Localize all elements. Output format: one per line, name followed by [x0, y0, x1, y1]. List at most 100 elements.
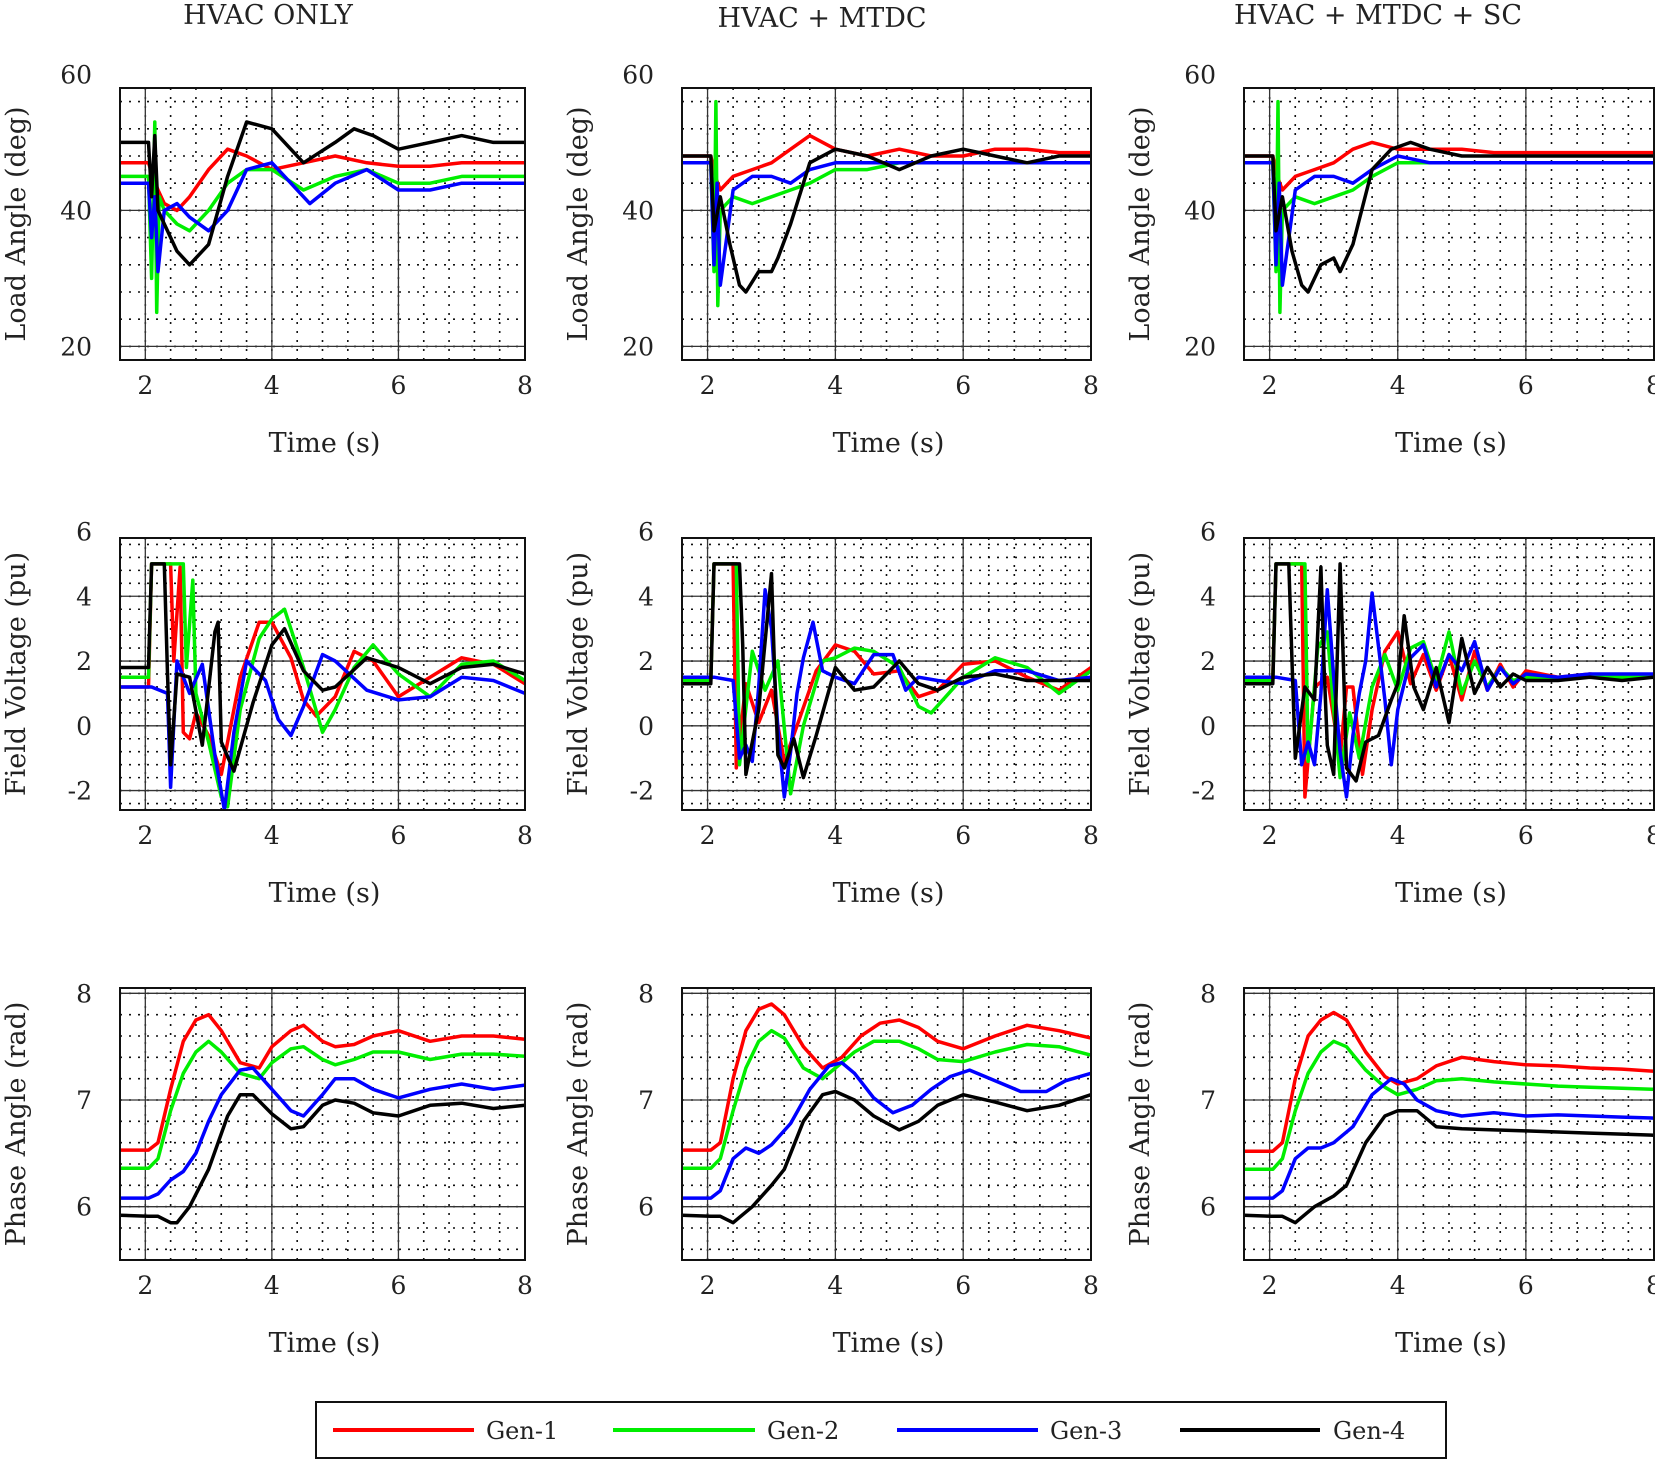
y-tick-label: -2 — [1192, 777, 1216, 806]
series-group — [682, 99, 1091, 308]
x-axis-label: Time (s) — [269, 878, 381, 909]
x-tick-label: 2 — [1262, 1271, 1278, 1300]
x-tick-label: 4 — [827, 821, 843, 850]
y-axis-label: Field Voltage (pu) — [1125, 552, 1156, 796]
series-line-gen-2 — [682, 1028, 1091, 1171]
y-axis-label: Phase Angle (rad) — [1125, 1002, 1156, 1247]
x-tick-label: 8 — [517, 371, 533, 400]
series-line-gen-2 — [120, 1039, 525, 1171]
x-tick-label: 2 — [137, 371, 153, 400]
y-tick-label: 4 — [1200, 582, 1216, 611]
plot-frame — [681, 87, 1092, 361]
y-tick-label: 7 — [1200, 1086, 1216, 1115]
x-tick-label: 4 — [264, 821, 280, 850]
y-tick-label: 40 — [60, 196, 92, 225]
y-axis-label: Load Angle (deg) — [1, 106, 32, 341]
y-tick-label: 40 — [622, 196, 654, 225]
x-axis-label: Time (s) — [833, 428, 945, 459]
x-tick-label: 8 — [1646, 1271, 1655, 1300]
series-group — [120, 1012, 525, 1225]
plot-frame — [1243, 87, 1655, 361]
series-line-gen-4 — [682, 562, 1091, 780]
series-line-gen-2 — [120, 562, 525, 809]
y-tick-label: 6 — [1200, 518, 1216, 547]
series-line-gen-4 — [682, 147, 1091, 294]
column-title-hvac-only: HVAC ONLY — [183, 0, 354, 31]
x-tick-label: 4 — [827, 1271, 843, 1300]
y-tick-label: 4 — [638, 582, 654, 611]
x-tick-label: 2 — [700, 821, 716, 850]
y-tick-label: 60 — [1184, 60, 1216, 89]
panel-load-angle-hvac-mtdc: 2 4 6 8 20 40 60 Time (s) Load Angle (deg) — [563, 60, 1099, 459]
x-tick-label: 2 — [1262, 371, 1278, 400]
y-tick-label: -2 — [630, 777, 654, 806]
x-axis-label: Time (s) — [269, 428, 381, 459]
panel-phase-angle-hvac-mtdc: 2 4 6 8 6 7 8 Time (s) Phase Angle (rad) — [563, 979, 1099, 1359]
y-tick-label: 6 — [1200, 1193, 1216, 1222]
x-axis-label: Time (s) — [1395, 428, 1507, 459]
series-line-gen-1 — [120, 1012, 525, 1152]
panel-load-angle-hvac-only: 2 4 6 8 20 40 60 Time (s) Load Angle (deg) — [1, 60, 533, 459]
x-tick-label: 2 — [700, 1271, 716, 1300]
y-tick-label: 60 — [60, 60, 92, 89]
series-line-gen-4 — [1244, 140, 1654, 294]
x-tick-label: 8 — [517, 1271, 533, 1300]
series-line-gen-3 — [120, 161, 525, 274]
y-axis-label: Field Voltage (pu) — [1, 552, 32, 796]
legend-label-gen-4: Gen-4 — [1333, 1417, 1405, 1445]
x-tick-label: 6 — [390, 1271, 406, 1300]
series-line-gen-2 — [1244, 1039, 1654, 1172]
series-line-gen-3 — [120, 1066, 525, 1200]
panel-field-voltage-hvac-only: 2 4 6 8 -2 0 2 4 6 Time (s) Field Voltage (pu) — [1, 518, 533, 909]
series-group — [120, 120, 525, 315]
legend-item-gen-4: Gen-4 — [1180, 1417, 1405, 1445]
series-line-gen-1 — [682, 133, 1091, 192]
y-tick-label: 20 — [622, 332, 654, 361]
series-group — [120, 562, 525, 810]
plot-frame — [681, 537, 1092, 811]
panel-field-voltage-hvac-mtdc-sc: 2 4 6 8 -2 0 2 4 6 Time (s) Field Voltage (pu) — [1125, 518, 1655, 909]
x-tick-label: 6 — [1518, 371, 1534, 400]
legend-label-gen-2: Gen-2 — [767, 1417, 839, 1445]
column-title-hvac-mtdc-sc: HVAC + MTDC + SC — [1234, 0, 1522, 31]
y-tick-label: 40 — [1184, 196, 1216, 225]
y-tick-label: 20 — [60, 332, 92, 361]
x-tick-label: 8 — [517, 821, 533, 850]
y-tick-label: 8 — [638, 979, 654, 1008]
y-tick-label: 2 — [638, 647, 654, 676]
legend: Gen-1 Gen-2 Gen-3 Gen-4 — [315, 1401, 1447, 1459]
legend-item-gen-3: Gen-3 — [897, 1417, 1122, 1445]
legend-item-gen-1: Gen-1 — [333, 1417, 558, 1445]
x-tick-label: 2 — [1262, 821, 1278, 850]
x-tick-label: 6 — [1518, 1271, 1534, 1300]
x-tick-label: 6 — [390, 821, 406, 850]
y-tick-label: 8 — [76, 979, 92, 1008]
y-tick-label: 7 — [76, 1086, 92, 1115]
series-group — [682, 1002, 1091, 1225]
plot-frame — [119, 537, 526, 811]
x-tick-label: 6 — [390, 371, 406, 400]
y-tick-label: 7 — [638, 1086, 654, 1115]
series-line-gen-1 — [682, 1002, 1091, 1152]
x-tick-label: 4 — [264, 1271, 280, 1300]
y-tick-label: 6 — [76, 518, 92, 547]
x-tick-label: 8 — [1083, 1271, 1099, 1300]
series-line-gen-4 — [120, 562, 525, 773]
y-tick-label: 0 — [638, 712, 654, 741]
x-tick-label: 8 — [1646, 821, 1655, 850]
legend-label-gen-3: Gen-3 — [1050, 1417, 1122, 1445]
series-line-gen-4 — [682, 1089, 1091, 1225]
series-line-gen-4 — [1244, 1108, 1654, 1225]
plot-frame — [1243, 537, 1655, 811]
y-tick-label: 6 — [76, 1193, 92, 1222]
series-line-gen-4 — [120, 120, 525, 267]
x-axis-label: Time (s) — [269, 1328, 381, 1359]
x-tick-label: 8 — [1083, 821, 1099, 850]
series-group — [1244, 1010, 1654, 1225]
x-tick-label: 8 — [1083, 371, 1099, 400]
x-tick-label: 6 — [955, 821, 971, 850]
series-line-gen-1 — [1244, 140, 1654, 192]
legend-label-gen-1: Gen-1 — [486, 1417, 558, 1445]
x-tick-label: 4 — [264, 371, 280, 400]
